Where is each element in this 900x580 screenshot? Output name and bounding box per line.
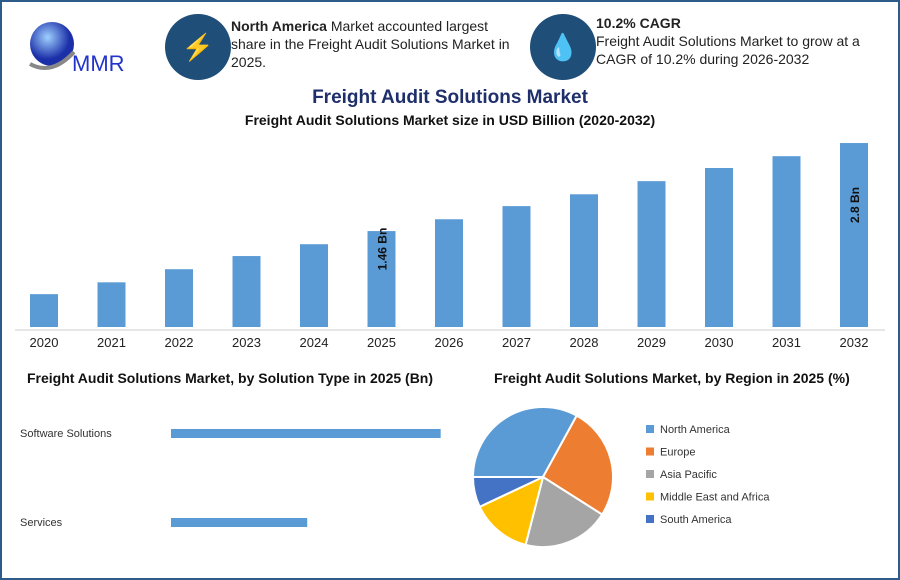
- x-tick-label: 2031: [772, 335, 801, 350]
- bar-chart: 2020 2021 2022 2023 2024 2025 1.46 Bn 2026 2027 2…: [15, 143, 885, 350]
- highlight-text: Market accounted largest share in the Fr…: [231, 18, 510, 70]
- legend-label: Europe: [660, 447, 695, 459]
- lightning-icon: ⚡: [165, 14, 231, 80]
- pie-slice-south-america: [471, 476, 544, 509]
- bar-2025: [367, 231, 396, 327]
- legend-swatch: [646, 425, 654, 433]
- bar-2026: [435, 219, 463, 327]
- main-title: Freight Audit Solutions Market: [312, 87, 588, 108]
- bar-2031: [772, 156, 801, 327]
- highlight-cagr: 10.2% CAGR Freight Audit Solutions Market…: [596, 14, 886, 68]
- highlight-bold: 10.2% CAGR: [596, 15, 681, 31]
- legend-label: North America: [660, 424, 731, 436]
- bar-2021: [97, 282, 126, 327]
- pie-chart-title: Freight Audit Solutions Market, by Regio…: [494, 370, 850, 386]
- bar-2022: [165, 269, 193, 327]
- legend-label: South America: [660, 514, 732, 526]
- bar-2020: [30, 294, 58, 327]
- legend-swatch: [646, 447, 654, 456]
- x-tick-label: 2030: [705, 335, 734, 350]
- hbar-chart: Software Solutions Services: [20, 428, 441, 529]
- x-tick-label: 2021: [97, 335, 126, 350]
- bar-2032: [840, 143, 868, 327]
- x-tick-label: 2025: [367, 335, 396, 350]
- x-tick-label: 2024: [300, 335, 329, 350]
- category-label: Software Solutions: [20, 428, 112, 440]
- drop-icon: 💧: [530, 14, 596, 80]
- logo-text: MMR: [72, 51, 125, 76]
- x-tick-label: 2032: [840, 335, 869, 350]
- bar-2029: [637, 181, 666, 327]
- bar-2028: [570, 194, 598, 327]
- pie-slice-north-america: [471, 406, 579, 478]
- x-tick-label: 2028: [570, 335, 599, 350]
- category-label: Services: [20, 517, 63, 529]
- bar-2030: [705, 168, 733, 327]
- bar-2024: [300, 244, 328, 327]
- legend-label: Middle East and Africa: [660, 492, 770, 504]
- legend-swatch: [646, 515, 654, 523]
- hbar-Services: [171, 518, 308, 527]
- bar-chart-title: Freight Audit Solutions Market size in U…: [244, 112, 656, 128]
- mmr-logo: MMR: [22, 16, 137, 76]
- bar-2023: [232, 256, 261, 327]
- x-tick-label: 2029: [637, 335, 666, 350]
- legend-label: Asia Pacific: [660, 469, 717, 481]
- highlight-text: Freight Audit Solutions Market to grow a…: [596, 33, 860, 67]
- x-tick-label: 2020: [30, 335, 59, 350]
- x-tick-label: 2026: [435, 335, 464, 350]
- legend-swatch: [646, 492, 654, 501]
- legend-swatch: [646, 470, 654, 478]
- pie-slice-middle-east-and-africa: [478, 475, 545, 547]
- hbar-Software Solutions: [171, 429, 441, 438]
- x-tick-label: 2023: [232, 335, 261, 350]
- highlight-bold: North America: [231, 18, 327, 34]
- pie-slice-europe: [541, 414, 614, 516]
- highlight-north-america: North America Market accounted largest s…: [231, 17, 521, 71]
- x-tick-label: 2027: [502, 335, 531, 350]
- hbar-chart-title: Freight Audit Solutions Market, by Solut…: [27, 370, 434, 386]
- x-tick-label: 2022: [165, 335, 194, 350]
- bar-2027: [502, 206, 531, 327]
- data-label: 2.8 Bn: [848, 187, 862, 223]
- pie-chart: North America Europe Asia Pacific Middle Ea…: [471, 406, 770, 548]
- data-label: 1.46 Bn: [376, 228, 390, 271]
- pie-slice-asia-pacific: [524, 475, 604, 548]
